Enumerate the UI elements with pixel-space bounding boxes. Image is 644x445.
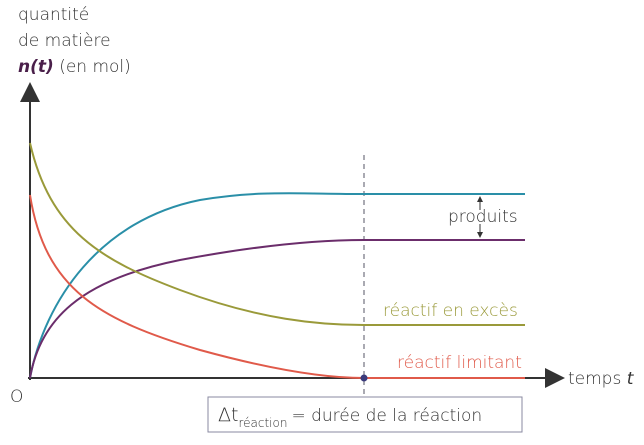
y-unit: (en mol) bbox=[59, 57, 131, 77]
excess-curve bbox=[29, 142, 525, 326]
y-symbol: n(t) bbox=[18, 57, 54, 77]
x-symbol: t bbox=[627, 369, 635, 389]
limiting-label: réactif limitant bbox=[397, 353, 522, 373]
excess-label: réactif en excès bbox=[383, 301, 518, 321]
duration-box bbox=[207, 396, 523, 433]
y-label: n(t) (en mol) bbox=[18, 57, 131, 77]
product-curve bbox=[29, 239, 525, 379]
products-label: produits bbox=[448, 207, 518, 227]
duration-description: = durée de la réaction bbox=[291, 406, 482, 426]
product-curve bbox=[29, 192, 525, 379]
x-label-text: temps bbox=[568, 369, 621, 389]
limiting-curve bbox=[29, 194, 525, 379]
duration-subscript: réaction bbox=[238, 416, 287, 430]
y-label: quantité bbox=[18, 5, 89, 25]
duration-symbol: Δt bbox=[218, 404, 238, 426]
y-label: de matière bbox=[18, 31, 111, 51]
end-point bbox=[360, 374, 368, 382]
origin: O bbox=[10, 387, 23, 407]
x-label: temps t bbox=[568, 369, 635, 389]
duration-text: Δtréaction = durée de la réaction bbox=[218, 404, 482, 430]
